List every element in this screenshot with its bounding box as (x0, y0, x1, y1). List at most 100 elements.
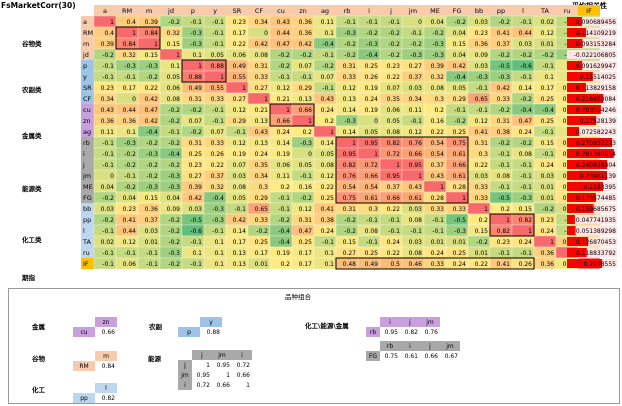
column-header-label: m (146, 7, 152, 15)
heatmap-value: 0.33 (497, 96, 511, 103)
heatmap-value: 0.42 (145, 118, 159, 125)
column-header-label: j (389, 7, 392, 15)
heatmap-value: 0.23 (189, 162, 203, 169)
row-header-label: SR (83, 84, 92, 92)
average-bar (567, 237, 589, 246)
heatmap-value: -0.2 (300, 52, 312, 59)
heatmap-value: 0.33 (255, 74, 269, 81)
highlight-box (335, 257, 535, 270)
heatmap-value: 0.42 (145, 96, 159, 103)
row-header-label: i (83, 150, 85, 158)
heatmap-value: -0.1 (344, 19, 356, 26)
heatmap-value: 1 (352, 140, 356, 147)
heatmap-value: 0.22 (211, 162, 225, 169)
highlight-box (335, 136, 469, 204)
heatmap-value: 0.25 (299, 239, 313, 246)
average-value: 0.159685675 (576, 206, 616, 213)
heatmap-value: 0.13 (299, 96, 313, 103)
heatmap-value: 0.1 (214, 239, 224, 246)
heatmap-value: -0.1 (410, 118, 422, 125)
combo-value: 0.95 (216, 361, 230, 369)
heatmap-value: 1 (440, 184, 444, 191)
average-value: 0.173574485 (576, 195, 616, 202)
row-header-label: pp (83, 216, 91, 224)
column-header-cell (556, 5, 578, 16)
heatmap-value: 0.36 (299, 30, 313, 37)
heatmap-value: 0.12 (541, 30, 555, 37)
heatmap-value: -0.2 (344, 52, 356, 59)
heatmap-value: 0.04 (101, 184, 115, 191)
heatmap-value: -0.4 (146, 129, 158, 136)
column-header-label: IF (586, 7, 592, 15)
heatmap-value: 0.44 (123, 107, 137, 114)
column-header-label: CF (255, 7, 264, 15)
average-bar (567, 204, 594, 213)
heatmap-value: 0.33 (475, 195, 489, 202)
combo-value: 0.66 (101, 328, 115, 336)
heatmap-value: -0.2 (124, 184, 136, 191)
heatmap-value: -0.1 (366, 217, 378, 224)
heatmap-value: 0.43 (321, 96, 335, 103)
heatmap-value: 0.72 (387, 151, 401, 158)
heatmap-value: -0.2 (344, 217, 356, 224)
heatmap-value: 0.13 (233, 261, 247, 268)
heatmap-value: 0.49 (233, 63, 247, 70)
heatmap-value: 0.24 (453, 261, 467, 268)
heatmap-value: 0.66 (365, 173, 379, 180)
heatmap-value: -0.1 (432, 217, 444, 224)
combo-col-header: i (400, 341, 420, 351)
heatmap-value: 0.36 (299, 19, 313, 26)
heatmap-value: -0.1 (300, 173, 312, 180)
heatmap-value: 0.12 (299, 206, 313, 213)
heatmap-value: 0.33 (343, 74, 357, 81)
heatmap-value: 0.41 (497, 261, 511, 268)
combo-value: 0.72 (196, 381, 210, 389)
average-bar-background (567, 17, 617, 26)
heatmap-value: 0.47 (277, 41, 291, 48)
heatmap-value: -0.3 (212, 206, 224, 213)
average-bar-background (567, 237, 617, 246)
row-header-label: a (83, 18, 87, 26)
row-header-cell (81, 60, 94, 71)
heatmap-value: 0.38 (321, 217, 335, 224)
combo-row-header: i (178, 380, 192, 390)
heatmap-value: -0.2 (520, 52, 532, 59)
heatmap-value: 0.42 (255, 41, 269, 48)
row-header-label: TA (82, 238, 91, 246)
heatmap-value: 0.44 (519, 30, 533, 37)
heatmap-value: 0.23 (541, 217, 555, 224)
heatmap-value: 0.43 (431, 173, 445, 180)
average-value: 0.093153284 (576, 41, 616, 48)
heatmap-value: 0.82 (519, 217, 533, 224)
heatmap-value: 0.32 (167, 30, 181, 37)
heatmap-value: 0.1 (192, 52, 202, 59)
combo-col-header: jm (212, 350, 232, 360)
heatmap-value: 0.28 (431, 195, 445, 202)
heatmap-value: 1 (264, 96, 268, 103)
heatmap-value: 0.65 (475, 96, 489, 103)
heatmap-value: 0.47 (145, 107, 159, 114)
heatmap-value: -0.4 (454, 74, 466, 81)
heatmap-value: 0.03 (145, 228, 159, 235)
heatmap-value: 0.15 (167, 41, 181, 48)
combo-value: 0.72 (236, 361, 250, 369)
heatmap-value: -0.2 (498, 52, 510, 59)
heatmap-value: -0.1 (388, 19, 400, 26)
column-header-label: RM (122, 7, 132, 15)
heatmap-value: -0.3 (146, 184, 158, 191)
heatmap-value: -0.1 (498, 250, 510, 257)
heatmap-value: 1 (110, 19, 114, 26)
heatmap-value: -0.2 (432, 30, 444, 37)
heatmap-value: -0.2 (256, 228, 268, 235)
heatmap-value: 0.33 (475, 184, 489, 191)
heatmap-value: -0.4 (322, 41, 334, 48)
column-header-cell (512, 5, 534, 16)
combo-value: 0.84 (101, 362, 115, 370)
heatmap-value: 0.26 (519, 261, 533, 268)
heatmap-value: 0.4 (104, 30, 114, 37)
heatmap-value: 0.24 (519, 239, 533, 246)
heatmap-value: 0.01 (431, 239, 445, 246)
heatmap-value: 0.66 (299, 107, 313, 114)
row-header-label: FG (83, 194, 92, 202)
heatmap-value: 0.31 (475, 140, 489, 147)
